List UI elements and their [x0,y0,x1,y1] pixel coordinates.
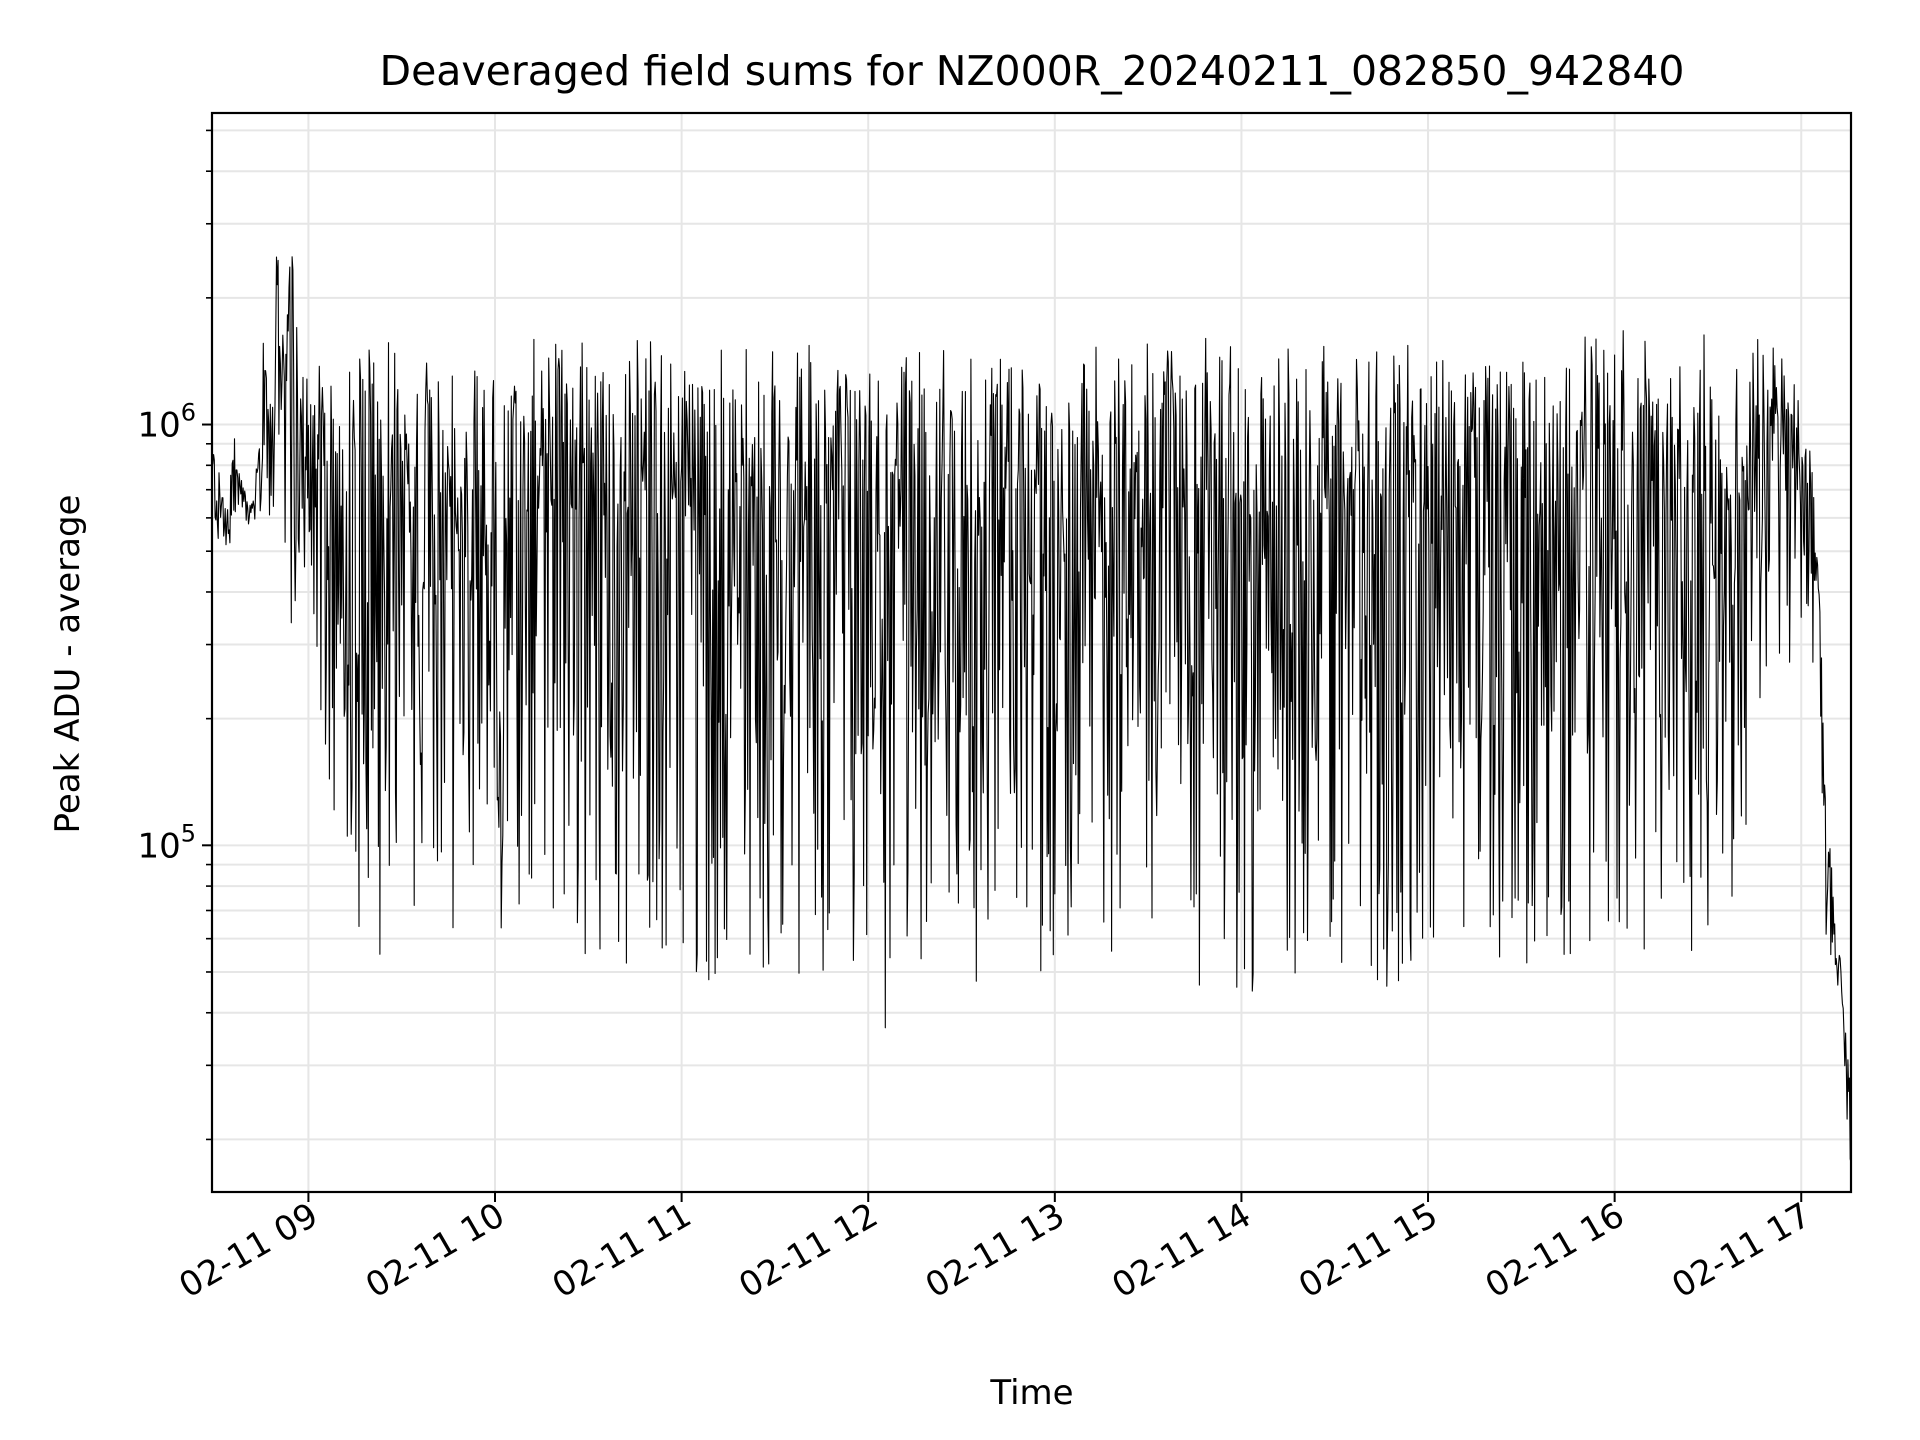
x-axis-title: Time [989,1373,1073,1413]
data-series [211,256,1852,1164]
plot-frame [210,111,1853,1194]
y-axis-title: Peak ADU - average [48,495,88,834]
y-tick-label: 106 [137,399,196,446]
chart-title: Deaveraged field sums for NZ000R_2024021… [380,47,1685,95]
axis-ticks [202,129,1803,1202]
series-line [211,256,1852,1164]
y-tick-label: 105 [137,819,196,866]
